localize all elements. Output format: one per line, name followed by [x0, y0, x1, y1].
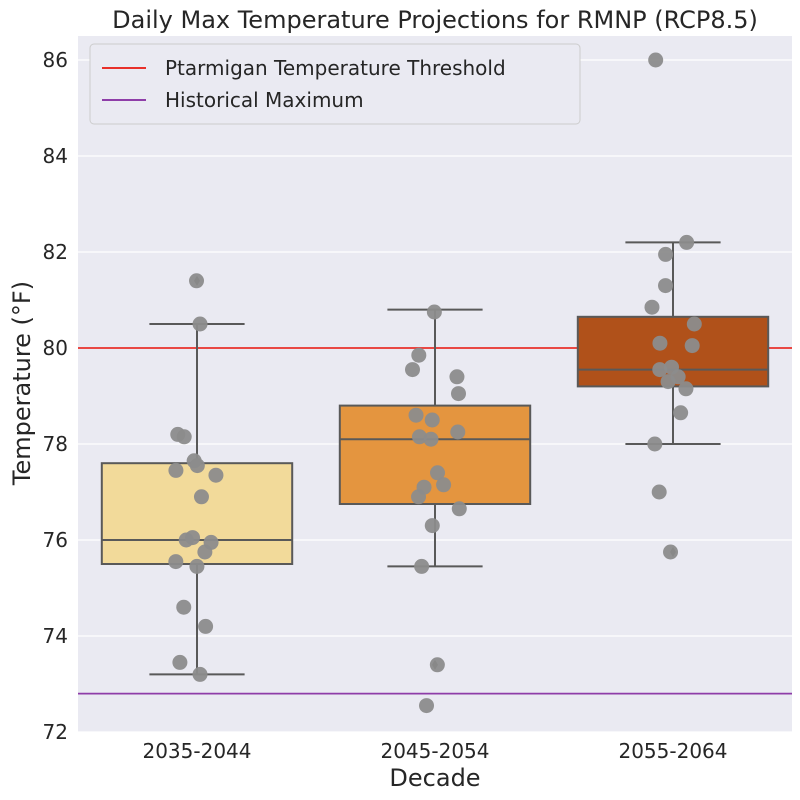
data-point [424, 518, 440, 534]
data-point [411, 347, 427, 363]
data-point [423, 431, 439, 447]
data-point [663, 544, 679, 560]
data-point [679, 234, 695, 250]
data-point [419, 698, 435, 714]
x-tick-label: 2045-2054 [380, 739, 489, 763]
y-tick-label: 74 [43, 624, 68, 648]
data-point [658, 278, 674, 294]
data-point [189, 273, 205, 289]
data-point [189, 458, 205, 474]
data-point [208, 467, 224, 483]
y-tick-label: 82 [43, 240, 68, 264]
legend-frame [89, 43, 581, 125]
data-point [408, 407, 424, 423]
x-axis-label: Decade [389, 764, 480, 792]
data-point [189, 558, 205, 574]
y-tick-label: 84 [43, 144, 68, 168]
y-axis-label: Temperature (°F) [8, 281, 36, 486]
data-point [192, 316, 208, 332]
plot-area [78, 36, 792, 733]
data-point [684, 338, 700, 354]
data-point [405, 362, 421, 378]
data-point [436, 477, 452, 493]
data-point [652, 362, 668, 378]
x-tick-label: 2055-2064 [618, 739, 727, 763]
data-point [172, 654, 188, 670]
data-point [426, 304, 442, 320]
data-point [193, 489, 209, 505]
y-tick-label: 78 [43, 432, 68, 456]
legend-label-historical: Historical Maximum [165, 88, 364, 112]
y-tick-label: 86 [43, 48, 68, 72]
data-point [450, 424, 466, 440]
data-point [168, 554, 184, 570]
data-point [411, 489, 427, 505]
data-point [176, 599, 192, 615]
data-point [168, 462, 184, 478]
box-iqr [100, 462, 294, 566]
data-point [651, 484, 667, 500]
data-point [414, 558, 430, 574]
y-tick-label: 72 [43, 720, 68, 744]
data-point [176, 429, 192, 445]
data-point [197, 544, 213, 560]
data-point [178, 532, 194, 548]
y-axis: 72 74 76 78 80 82 84 86 [43, 48, 68, 744]
data-point [647, 436, 663, 452]
data-point [652, 335, 668, 351]
data-point [449, 369, 465, 385]
legend: Ptarmigan Temperature Threshold Historic… [89, 43, 581, 125]
data-point [198, 618, 214, 634]
data-point [673, 405, 689, 421]
data-point [660, 374, 676, 390]
legend-label-threshold: Ptarmigan Temperature Threshold [165, 56, 506, 80]
chart-title: Daily Max Temperature Projections for RM… [112, 6, 758, 34]
data-point [430, 465, 446, 481]
x-tick-label: 2035-2044 [142, 739, 251, 763]
data-point [451, 501, 467, 517]
x-axis: 2035-2044 2045-2054 2055-2064 [142, 739, 727, 763]
data-point [429, 657, 445, 673]
y-tick-label: 76 [43, 528, 68, 552]
data-point [648, 52, 664, 68]
data-point [658, 246, 674, 262]
data-point [411, 429, 427, 445]
y-tick-label: 80 [43, 336, 68, 360]
data-point [424, 412, 440, 428]
data-point [192, 666, 208, 682]
data-point [644, 299, 660, 315]
data-point [450, 386, 466, 402]
data-point [678, 381, 694, 397]
data-point [686, 316, 702, 332]
